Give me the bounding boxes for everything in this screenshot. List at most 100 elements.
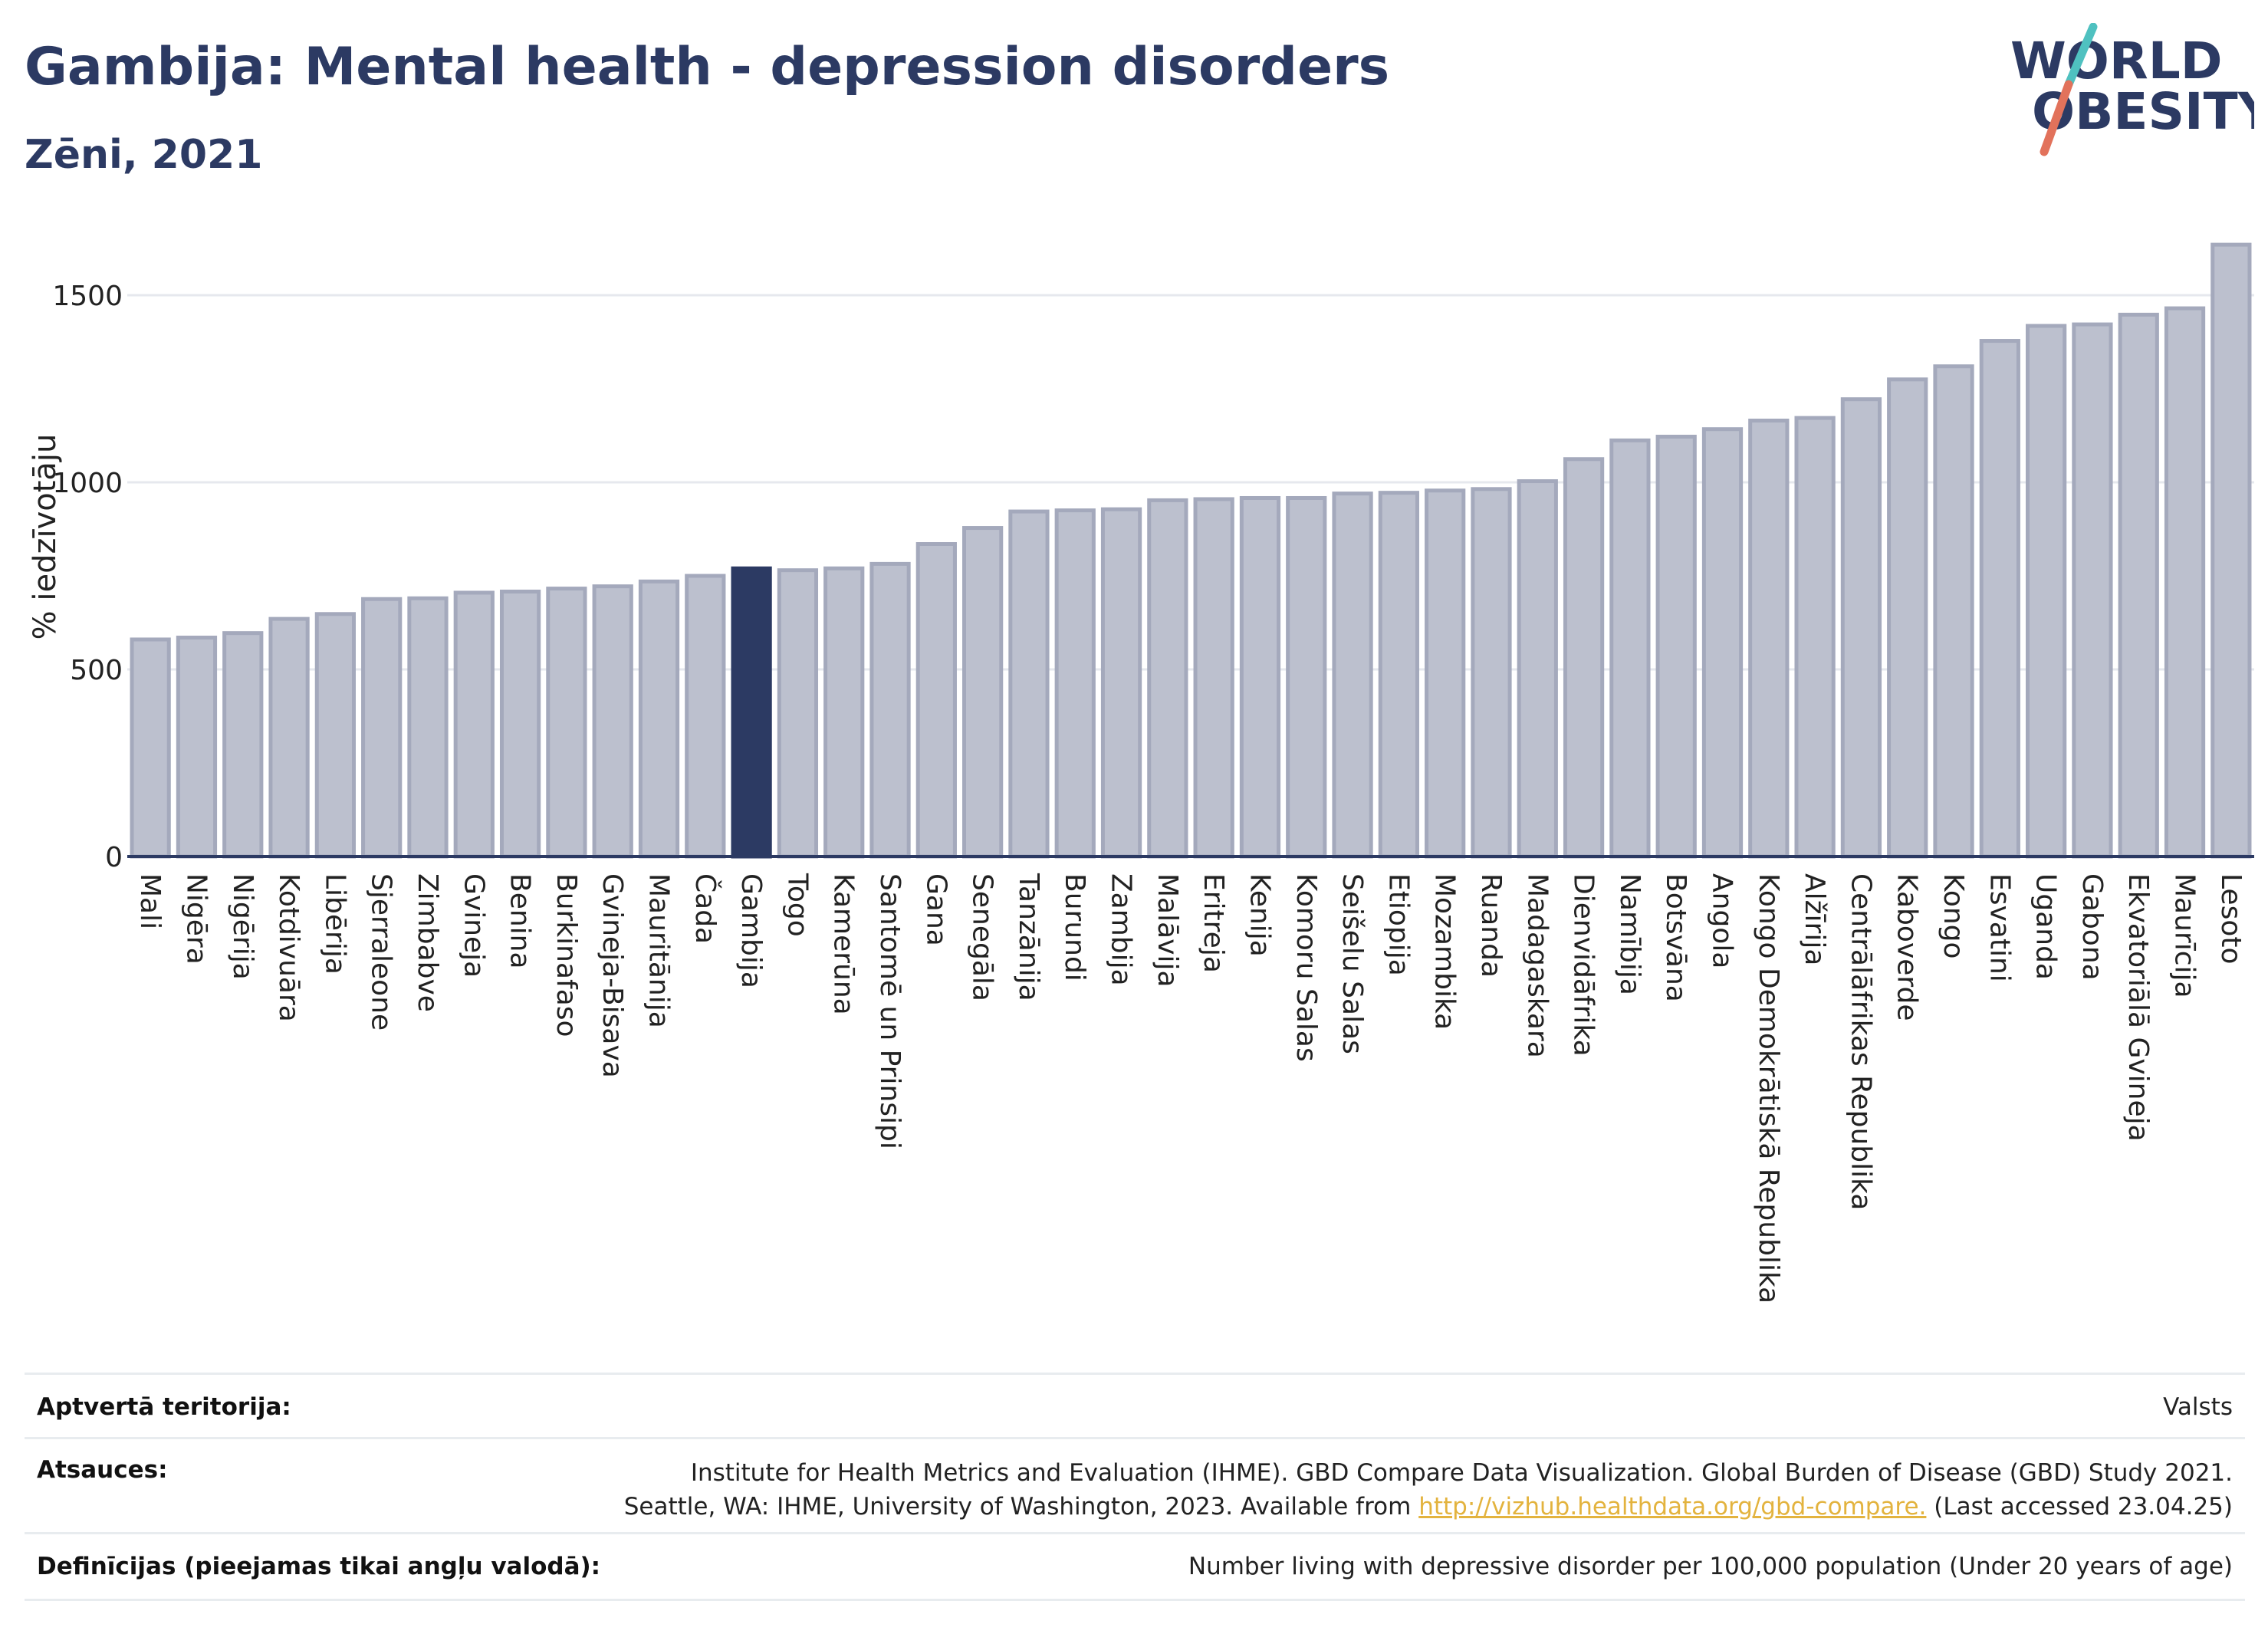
source-line-1: Institute for Health Metrics and Evaluat…	[690, 1459, 2233, 1487]
y-axis-label: % iedzīvotāju	[28, 434, 63, 640]
x-tick-label: Uganda	[2030, 873, 2062, 980]
x-tick-label: Maurīcija	[2169, 873, 2201, 998]
bar-senegāla	[962, 526, 1004, 859]
bar-kongo-demokrātiskā-republika	[1748, 418, 1790, 859]
x-tick-label: Burundi	[1059, 873, 1090, 981]
source-line-2-after: (Last accessed 23.04.25)	[1926, 1493, 2233, 1521]
x-tick-label: Senegāla	[967, 873, 998, 1001]
bar-čada	[685, 574, 726, 859]
bar-togo	[777, 568, 819, 859]
bar-zimbabve	[407, 596, 449, 859]
footer-value-sources: Institute for Health Metrics and Evaluat…	[624, 1456, 2233, 1524]
footer-value-definitions: Number living with depressive disorder p…	[1188, 1553, 2233, 1580]
bar-mauritānija	[638, 579, 680, 859]
x-tick-label: Nigēra	[180, 873, 212, 965]
bar-eritreja	[1193, 497, 1234, 859]
bar-botsvāna	[1655, 434, 1697, 859]
x-tick-label: Kotdivuāra	[273, 873, 304, 1022]
x-tick-label: Malāvija	[1152, 873, 1183, 988]
x-tick-label: Libērija	[319, 873, 350, 975]
x-tick-label: Čada	[689, 873, 721, 944]
bar-komoru-salas	[1286, 495, 1327, 859]
bar-tanzānija	[1008, 509, 1050, 859]
y-tick-label-500: 500	[70, 655, 123, 686]
footer-label-definitions: Definīcijas (pieejamas tikai angļu valod…	[37, 1553, 601, 1580]
x-tick-label: Eritreja	[1198, 873, 1229, 973]
logo-slash-teal	[2064, 23, 2098, 89]
bar-malāvija	[1147, 498, 1188, 859]
x-tick-label: Kongo Demokrātiskā Republika	[1753, 873, 1784, 1304]
bar-nigērija	[222, 631, 264, 859]
x-tick-label: Ruanda	[1475, 873, 1507, 978]
source-line-2-text: Seattle, WA: IHME, University of Washing…	[623, 1493, 1419, 1521]
bar-burkinafaso	[546, 587, 587, 859]
bar-zambija	[1100, 507, 1142, 859]
bar-gabona	[2072, 322, 2113, 859]
y-tick-label-0: 0	[105, 842, 123, 873]
footer-value-coverage: Valsts	[2163, 1393, 2233, 1421]
x-tick-label: Kamerūna	[828, 873, 860, 1015]
bar-uganda	[2026, 324, 2067, 859]
x-tick-label: Santomē un Prinsipi	[874, 873, 906, 1149]
bar-gvineja-bisava	[592, 584, 633, 859]
bar-gvineja	[453, 590, 495, 859]
x-tick-label: Gvineja	[458, 873, 489, 978]
x-tick-label: Zimbabve	[412, 873, 443, 1012]
chart-title: Gambija: Mental health - depression diso…	[25, 37, 1390, 97]
footer-label-coverage: Aptvertā teritorija:	[37, 1393, 291, 1421]
x-tick-label: Madagaskara	[1521, 873, 1553, 1058]
x-tick-label: Kenija	[1244, 873, 1275, 957]
x-tick-label: Kaboverde	[1892, 873, 1923, 1021]
world-obesity-logo: WORLD OBESITY	[2010, 23, 2254, 156]
logo-line1: WORLD	[2010, 31, 2223, 90]
bar-esvatini	[1979, 339, 2020, 859]
bar-kamerūna	[823, 566, 865, 859]
x-tick-label: Alžīrija	[1799, 873, 1830, 965]
y-tick-label-1500: 1500	[52, 281, 123, 312]
bar-etiopija	[1378, 491, 1419, 859]
bar-dienvidāfrika	[1563, 457, 1605, 859]
bar-madagaskara	[1517, 479, 1558, 859]
bar-burundi	[1054, 508, 1096, 859]
bar-centrālāfrikas-republika	[1840, 397, 1882, 859]
x-tick-label: Komoru Salas	[1290, 873, 1322, 1062]
bar-seišelu-salas	[1332, 492, 1373, 859]
bar-sjerraleone	[361, 597, 403, 859]
bar-mozambika	[1425, 488, 1466, 859]
x-tick-label: Zambija	[1106, 873, 1137, 986]
bar-gana	[915, 542, 957, 859]
bar-nigēra	[176, 636, 218, 859]
x-tick-label: Esvatini	[1984, 873, 2015, 982]
logo-slash-coral	[2040, 80, 2073, 156]
bar-maurīcija	[2164, 306, 2206, 859]
x-tick-label: Etiopija	[1382, 873, 1414, 976]
x-tick-label: Togo	[781, 873, 813, 937]
x-tick-label: Gana	[920, 873, 952, 946]
bar-alžīrija	[1794, 416, 1836, 859]
bar-mali	[130, 637, 171, 859]
bar-kotdivuāra	[268, 616, 310, 859]
x-tick-label: Gvineja-Bisava	[597, 873, 628, 1078]
bar-kongo	[1933, 364, 1974, 859]
x-tick-label: Namībija	[1614, 873, 1645, 995]
x-tick-label: Sjerraleone	[366, 873, 397, 1031]
x-tick-label: Burkinafaso	[551, 873, 582, 1037]
bar-kenija	[1239, 495, 1281, 859]
x-tick-label: Kongo	[1938, 873, 1969, 959]
bar-ekvatoriālā-gvineja	[2118, 312, 2159, 859]
footer-row-coverage: Aptvertā teritorija: Valsts	[25, 1373, 2245, 1439]
x-tick-label: Nigērija	[227, 873, 258, 980]
footer-row-sources: Atsauces: Institute for Health Metrics a…	[25, 1437, 2245, 1534]
x-tick-label: Lesoto	[2215, 873, 2247, 965]
footer-row-definitions: Definīcijas (pieejamas tikai angļu valod…	[25, 1532, 2245, 1601]
x-tick-label: Mali	[134, 873, 166, 929]
footer-label-sources: Atsauces:	[37, 1456, 168, 1484]
bar-lesoto	[2210, 242, 2252, 859]
bar-angola	[1701, 427, 1744, 859]
x-tick-label: Mozambika	[1429, 873, 1461, 1030]
bar-santomē-un-prinsipi	[869, 561, 911, 859]
x-tick-label: Tanzānija	[1013, 873, 1044, 1001]
source-link[interactable]: http://vizhub.healthdata.org/gbd-compare…	[1418, 1493, 1927, 1521]
source-line-2: Seattle, WA: IHME, University of Washing…	[624, 1490, 2233, 1524]
x-tick-label: Gambija	[735, 873, 767, 988]
